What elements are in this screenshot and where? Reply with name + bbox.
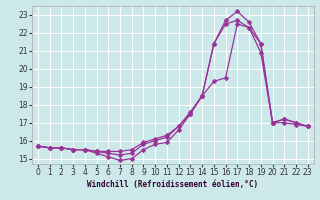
X-axis label: Windchill (Refroidissement éolien,°C): Windchill (Refroidissement éolien,°C) [87, 180, 258, 189]
